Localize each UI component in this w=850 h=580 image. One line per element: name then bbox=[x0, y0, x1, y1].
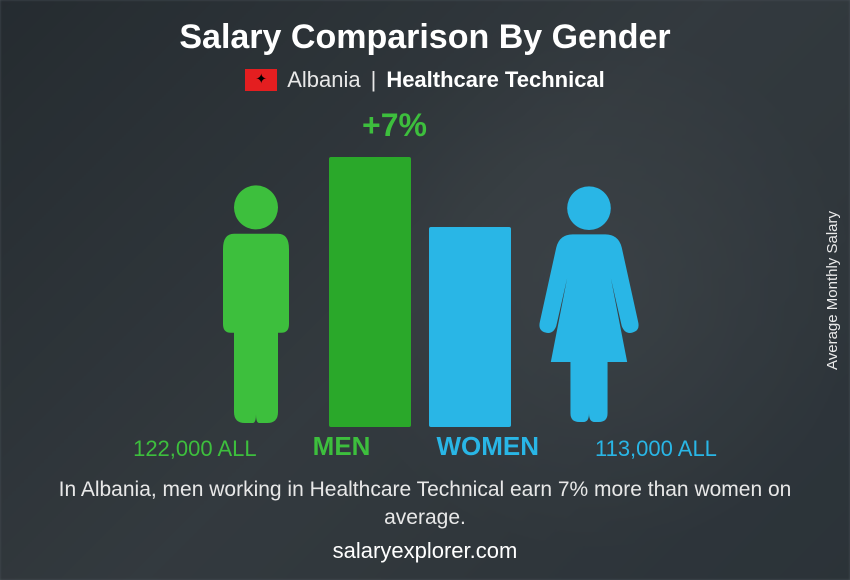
field-label: Healthcare Technical bbox=[386, 67, 604, 93]
summary-text: In Albania, men working in Healthcare Te… bbox=[35, 476, 815, 533]
male-side bbox=[201, 177, 311, 427]
female-salary: 113,000 ALL bbox=[595, 436, 717, 462]
female-side bbox=[529, 177, 649, 427]
male-label: MEN bbox=[313, 431, 371, 462]
separator: | bbox=[371, 67, 377, 93]
subtitle-row: Albania | Healthcare Technical bbox=[245, 67, 605, 93]
labels-row: 122,000 ALL MEN WOMEN 113,000 ALL bbox=[0, 431, 850, 462]
albania-flag-icon bbox=[245, 69, 277, 91]
chart-area: +7% bbox=[0, 107, 850, 427]
male-bar bbox=[329, 157, 411, 427]
female-label: WOMEN bbox=[436, 431, 539, 462]
infographic-content: Salary Comparison By Gender Albania | He… bbox=[0, 0, 850, 580]
female-person-icon bbox=[529, 177, 649, 427]
country-label: Albania bbox=[287, 67, 360, 93]
difference-label: +7% bbox=[362, 107, 427, 144]
page-title: Salary Comparison By Gender bbox=[179, 18, 670, 57]
female-bar bbox=[429, 227, 511, 427]
male-salary: 122,000 ALL bbox=[133, 436, 257, 462]
male-person-icon bbox=[201, 177, 311, 427]
y-axis-label: Average Monthly Salary bbox=[824, 211, 841, 370]
y-axis-label-wrap: Average Monthly Salary bbox=[820, 0, 844, 580]
site-credit: salaryexplorer.com bbox=[333, 538, 518, 564]
